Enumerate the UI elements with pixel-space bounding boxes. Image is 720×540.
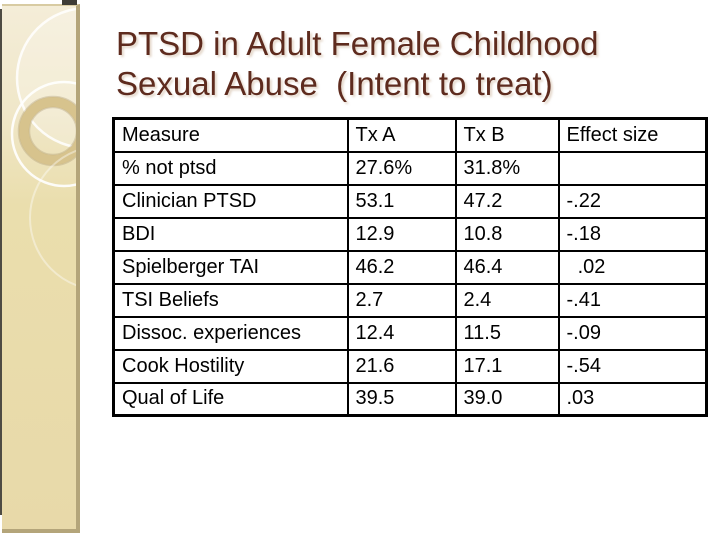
cell-effect: -.41 <box>557 282 708 318</box>
table-row-spielberger-tai: Spielberger TAI 46.2 46.4 .02 <box>112 249 708 285</box>
ring-decoration <box>19 97 76 165</box>
col-header-effect-size: Effect size <box>557 117 708 153</box>
table-row-cook-hostility: Cook Hostility 21.6 17.1 -.54 <box>112 348 708 384</box>
col-header-tx-b: Tx B <box>454 117 560 153</box>
table-row-dissoc-experiences: Dissoc. experiences 12.4 11.5 -.09 <box>112 315 708 351</box>
cell-tx-a: 2.7 <box>346 282 457 318</box>
cell-tx-b: 31.8% <box>454 150 560 186</box>
table-row-clinician-ptsd: Clinician PTSD 53.1 47.2 -.22 <box>112 183 708 219</box>
sidebar-decoration <box>2 4 80 533</box>
cell-tx-b: 39.0 <box>454 381 560 417</box>
table-row-tsi-beliefs: TSI Beliefs 2.7 2.4 -.41 <box>112 282 708 318</box>
cell-measure: BDI <box>112 216 349 252</box>
results-table: Measure Tx A Tx B Effect size % not ptsd… <box>112 117 708 417</box>
cell-measure: Dissoc. experiences <box>112 315 349 351</box>
cell-tx-a: 12.4 <box>346 315 457 351</box>
col-header-measure: Measure <box>112 117 349 153</box>
cell-effect: -.22 <box>557 183 708 219</box>
sidebar-left-edge-line <box>0 9 2 515</box>
cell-tx-a: 39.5 <box>346 381 457 417</box>
cell-tx-a: 12.9 <box>346 216 457 252</box>
cell-measure: Qual of Life <box>112 381 349 417</box>
table-row-bdi: BDI 12.9 10.8 -.18 <box>112 216 708 252</box>
cell-tx-b: 46.4 <box>454 249 560 285</box>
cell-effect: -.54 <box>557 348 708 384</box>
cell-effect: -.18 <box>557 216 708 252</box>
table-row-qual-of-life: Qual of Life 39.5 39.0 .03 <box>112 381 708 417</box>
slide-title-line-2: Sexual Abuse (Intent to treat) <box>116 65 553 102</box>
cell-tx-b: 10.8 <box>454 216 560 252</box>
cell-measure: % not ptsd <box>112 150 349 186</box>
cell-effect <box>557 150 708 186</box>
cell-tx-b: 47.2 <box>454 183 560 219</box>
sidebar-circles-graphic <box>10 7 76 287</box>
cell-measure: TSI Beliefs <box>112 282 349 318</box>
slide-title-line-1: PTSD in Adult Female Childhood <box>116 25 599 62</box>
table-header-row: Measure Tx A Tx B Effect size <box>112 117 708 153</box>
col-header-tx-a: Tx A <box>346 117 457 153</box>
cell-tx-a: 21.6 <box>346 348 457 384</box>
ring-inner-edge <box>28 106 76 156</box>
cell-tx-a: 27.6% <box>346 150 457 186</box>
cell-effect: .02 <box>557 249 708 285</box>
ring-outer-edge <box>17 95 76 167</box>
cell-effect: .03 <box>557 381 708 417</box>
circle-bottom-decoration <box>29 149 76 287</box>
cell-measure: Spielberger TAI <box>112 249 349 285</box>
cell-measure: Cook Hostility <box>112 348 349 384</box>
cell-tx-b: 11.5 <box>454 315 560 351</box>
circle-middle-decoration <box>10 80 76 188</box>
cell-measure: Clinician PTSD <box>112 183 349 219</box>
cell-tx-a: 46.2 <box>346 249 457 285</box>
cell-effect: -.09 <box>557 315 708 351</box>
cell-tx-b: 17.1 <box>454 348 560 384</box>
slide-title: PTSD in Adult Female Childhood Sexual Ab… <box>116 24 716 104</box>
sidebar-top-notch <box>62 0 77 5</box>
cell-tx-b: 2.4 <box>454 282 560 318</box>
cell-tx-a: 53.1 <box>346 183 457 219</box>
table-row-pct-not-ptsd: % not ptsd 27.6% 31.8% <box>112 150 708 186</box>
